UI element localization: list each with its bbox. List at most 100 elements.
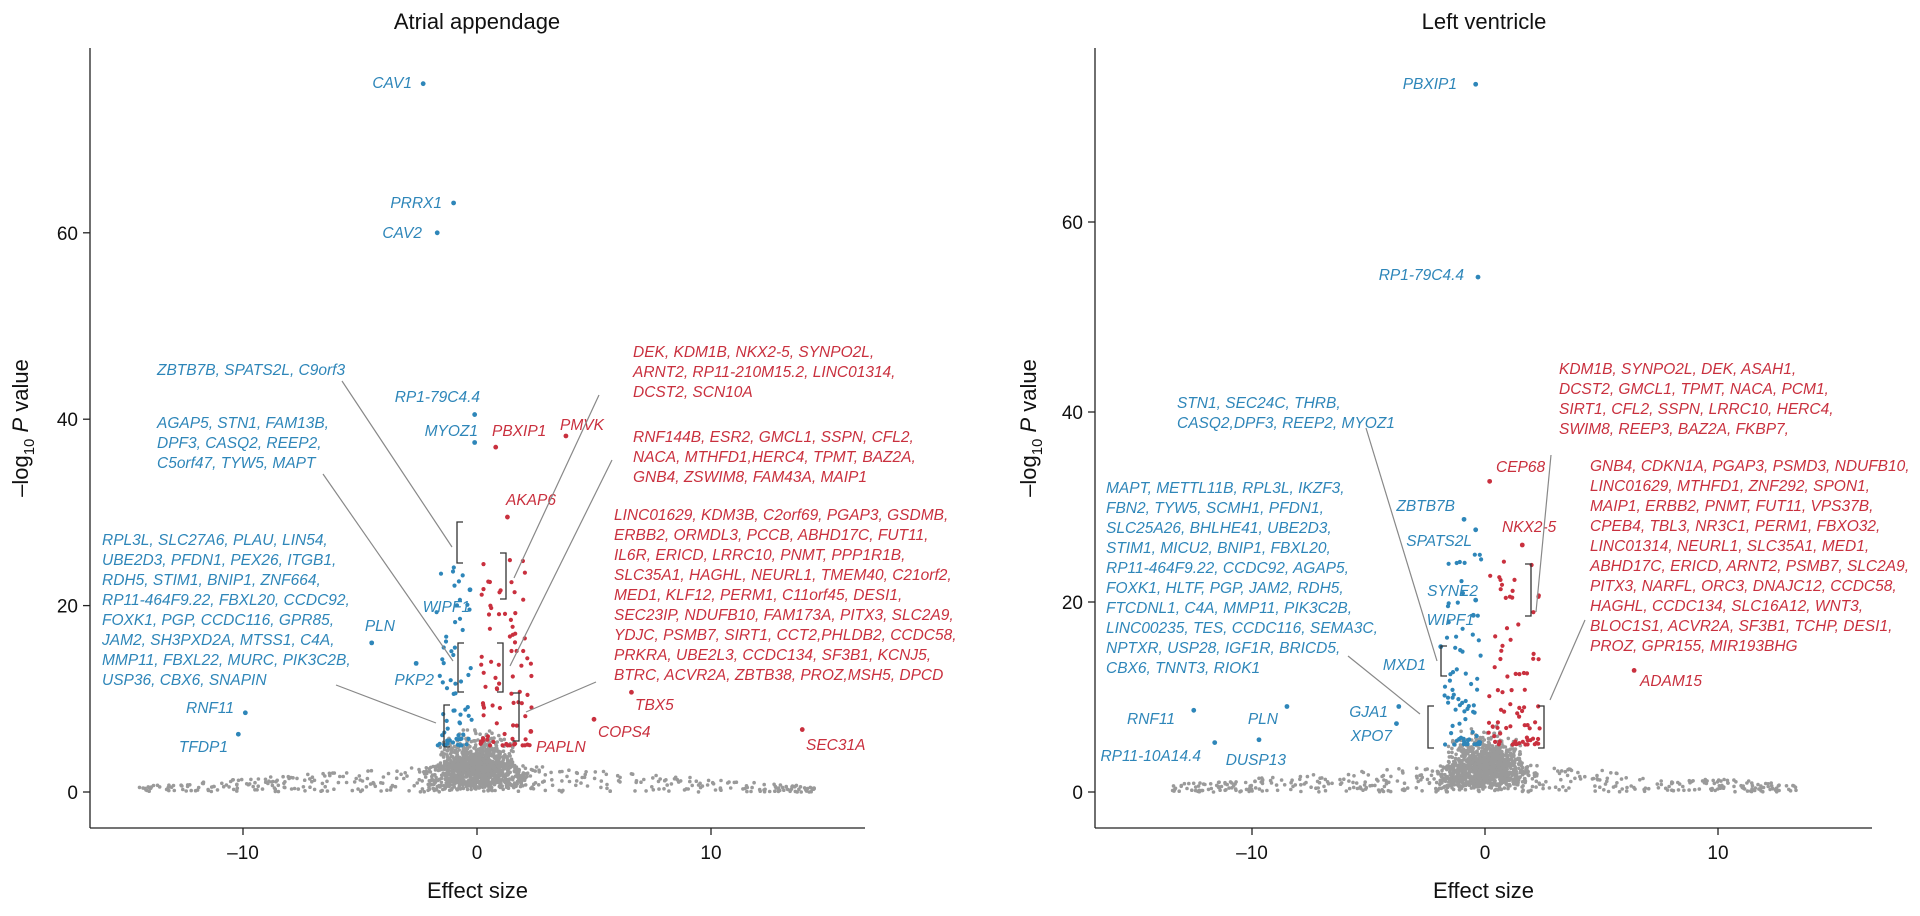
significant-point [437,741,442,746]
background-point [442,747,447,752]
significant-point [1459,579,1464,584]
background-point [567,768,571,772]
background-point [1193,785,1198,789]
background-point [1395,779,1400,783]
background-point [1593,784,1597,788]
significant-point [1512,577,1517,583]
significant-point [1498,587,1503,592]
background-point [1642,787,1646,792]
background-point [1506,786,1510,791]
significant-point [1450,687,1455,693]
background-point [604,772,609,777]
background-point [325,779,329,784]
background-point [532,782,536,786]
background-point [441,783,446,788]
background-point [605,782,609,787]
connector-line [1535,454,1552,613]
background-point [360,788,365,792]
background-point [750,785,754,790]
background-point [494,778,498,783]
background-point [227,785,231,789]
background-point [1687,788,1691,792]
background-point [312,787,317,792]
significant-point [1495,688,1500,693]
background-point [1402,781,1407,785]
significant-point [1517,714,1522,719]
background-point [1447,780,1451,784]
background-point [1317,780,1322,785]
background-point [486,757,491,761]
background-point [1305,774,1310,779]
background-point [447,783,452,787]
background-point [1298,774,1303,779]
background-point [1214,783,1219,788]
background-point [1491,777,1495,782]
background-point [263,780,268,784]
significant-point [1454,634,1459,639]
background-point [662,778,667,783]
background-point [1405,786,1410,790]
significant-point [1454,560,1459,566]
background-point [1504,780,1508,785]
background-point [650,785,654,789]
significant-point [1460,626,1465,631]
background-point [1374,777,1379,782]
background-point [1459,754,1464,758]
background-point [1722,777,1726,782]
gene-point [1396,704,1402,709]
background-point [1464,758,1468,763]
background-point [744,784,749,788]
background-point [446,772,451,777]
background-point [167,783,171,787]
background-point [543,788,548,793]
background-point [325,789,330,793]
background-point [1468,776,1472,780]
background-point [442,787,447,791]
background-point [476,757,480,762]
background-point [1455,783,1460,787]
significant-point [1514,742,1519,747]
background-point [1432,777,1436,781]
background-point [454,768,458,772]
gene-label: TBX5 [635,697,674,714]
significant-point [1510,588,1515,594]
gene-group-text: GNB4, ZSWIM8, FAM43A, MAIP1 [633,469,867,486]
background-point [1490,762,1495,766]
bracket [1427,705,1434,749]
background-point [706,778,711,783]
significant-point [1449,731,1454,736]
background-point [467,764,471,769]
gene-point [1284,704,1290,709]
background-point [477,786,482,790]
gene-group-text: MMP11, FBXL22, MURC, PIK3C2B, [102,652,351,669]
background-point [793,789,798,794]
significant-point [453,681,458,686]
background-point [1342,777,1346,781]
background-point [1713,788,1717,793]
background-point [332,787,336,791]
background-point [1527,773,1531,778]
gene-label: RNF11 [186,700,234,717]
significant-point [1504,626,1510,631]
y-axis-label: –log10 P value [1016,359,1046,497]
background-point [601,769,606,774]
background-point [391,784,395,788]
background-point [1462,773,1466,777]
background-point [1177,789,1181,793]
background-point [1479,783,1483,788]
significant-point [1475,687,1480,692]
significant-point [1442,684,1448,689]
background-point [422,772,427,776]
background-point [592,776,597,781]
significant-point [451,691,456,697]
background-point [368,782,373,786]
background-point [302,778,307,782]
background-point [1197,788,1202,793]
significant-point [1533,720,1538,725]
gene-point [235,731,241,737]
background-point [1489,757,1494,761]
significant-point [1453,645,1458,650]
background-point [1483,762,1488,767]
background-point [718,786,723,790]
background-point [1750,787,1754,791]
